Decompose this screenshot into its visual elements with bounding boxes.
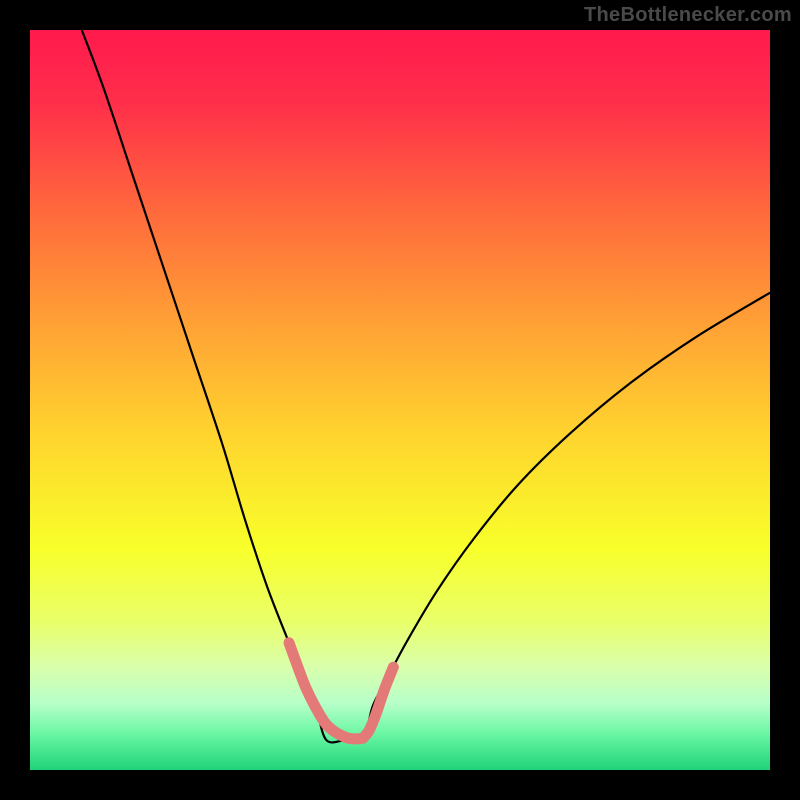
chart-svg (0, 0, 800, 800)
gradient-plot-area (30, 30, 770, 770)
watermark-link[interactable]: TheBottlenecker.com (584, 4, 792, 27)
chart-stage: TheBottlenecker.com (0, 0, 800, 800)
